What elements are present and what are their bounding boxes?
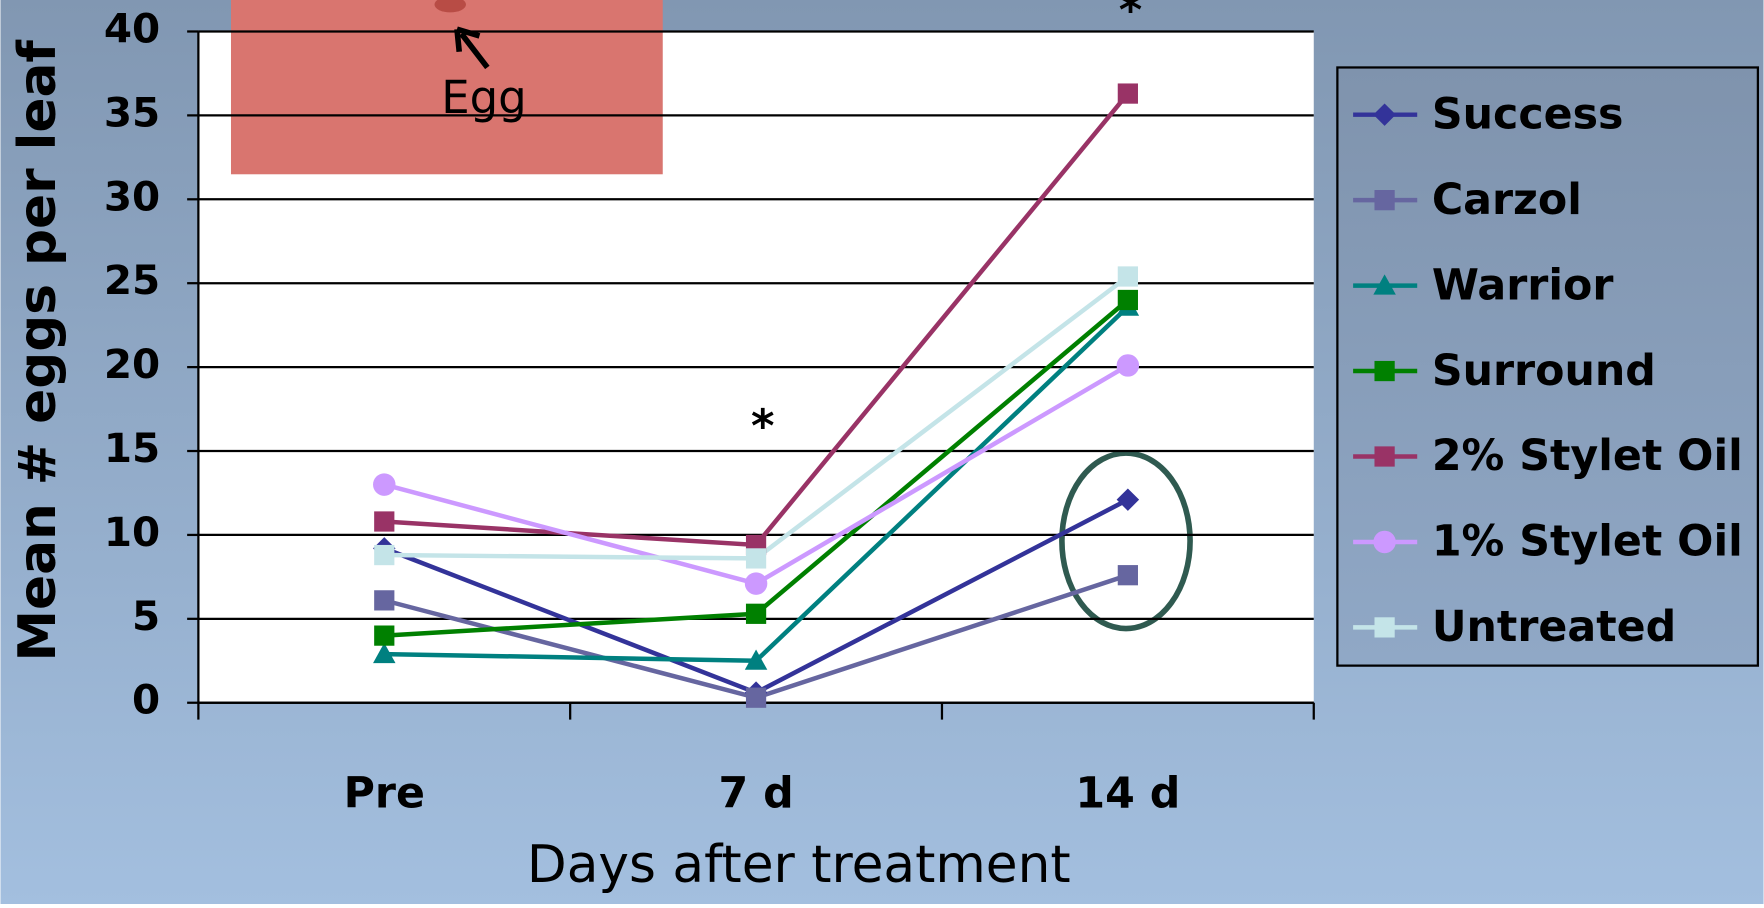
data-point — [1118, 290, 1138, 310]
page: Egg Days after treatment Mean # eggs per… — [0, 0, 1764, 904]
data-point — [373, 473, 395, 495]
data-point — [1118, 565, 1138, 585]
y-tick-label: 10 — [104, 508, 160, 556]
y-axis-title: Mean # eggs per leaf — [8, 40, 68, 662]
data-point — [1118, 266, 1138, 286]
legend-label: 1% Stylet Oil — [1432, 517, 1743, 567]
data-point — [1117, 354, 1139, 376]
legend-label: Untreated — [1432, 602, 1676, 652]
legend-label: Warrior — [1432, 260, 1614, 310]
data-point — [374, 511, 394, 531]
data-point — [374, 625, 394, 645]
legend-marker — [1374, 446, 1394, 466]
data-point — [746, 548, 766, 568]
data-point — [745, 572, 767, 594]
legend-label: Surround — [1432, 346, 1656, 396]
y-tick-label: 40 — [104, 4, 160, 52]
y-tick-label: 25 — [104, 256, 160, 304]
y-tick-label: 20 — [104, 340, 160, 388]
y-tick-label: 35 — [104, 88, 160, 136]
x-tick-label: 7 d — [718, 769, 793, 819]
data-point — [374, 590, 394, 610]
legend-marker — [1374, 617, 1394, 637]
data-point — [746, 604, 766, 624]
legend-marker — [1374, 190, 1394, 210]
y-tick-label: 0 — [132, 676, 160, 724]
x-tick-label: 14 d — [1075, 769, 1180, 819]
legend-marker — [1373, 531, 1395, 553]
annotation: * — [1119, 0, 1143, 36]
x-axis-title: Days after treatment — [527, 835, 1071, 895]
legend-marker — [1374, 361, 1394, 381]
y-tick-label: 5 — [132, 592, 160, 640]
y-tick-label: 30 — [104, 172, 160, 220]
legend-label: Carzol — [1432, 175, 1582, 225]
data-point — [1118, 83, 1138, 103]
x-tick-label: Pre — [344, 769, 425, 819]
data-point — [374, 545, 394, 565]
data-point — [746, 688, 766, 708]
annotation: * — [751, 400, 775, 453]
legend-label: Success — [1432, 89, 1624, 139]
chart: Egg Days after treatment Mean # eggs per… — [0, 0, 1764, 904]
y-tick-label: 15 — [104, 424, 160, 472]
legend-label: 2% Stylet Oil — [1432, 431, 1743, 481]
